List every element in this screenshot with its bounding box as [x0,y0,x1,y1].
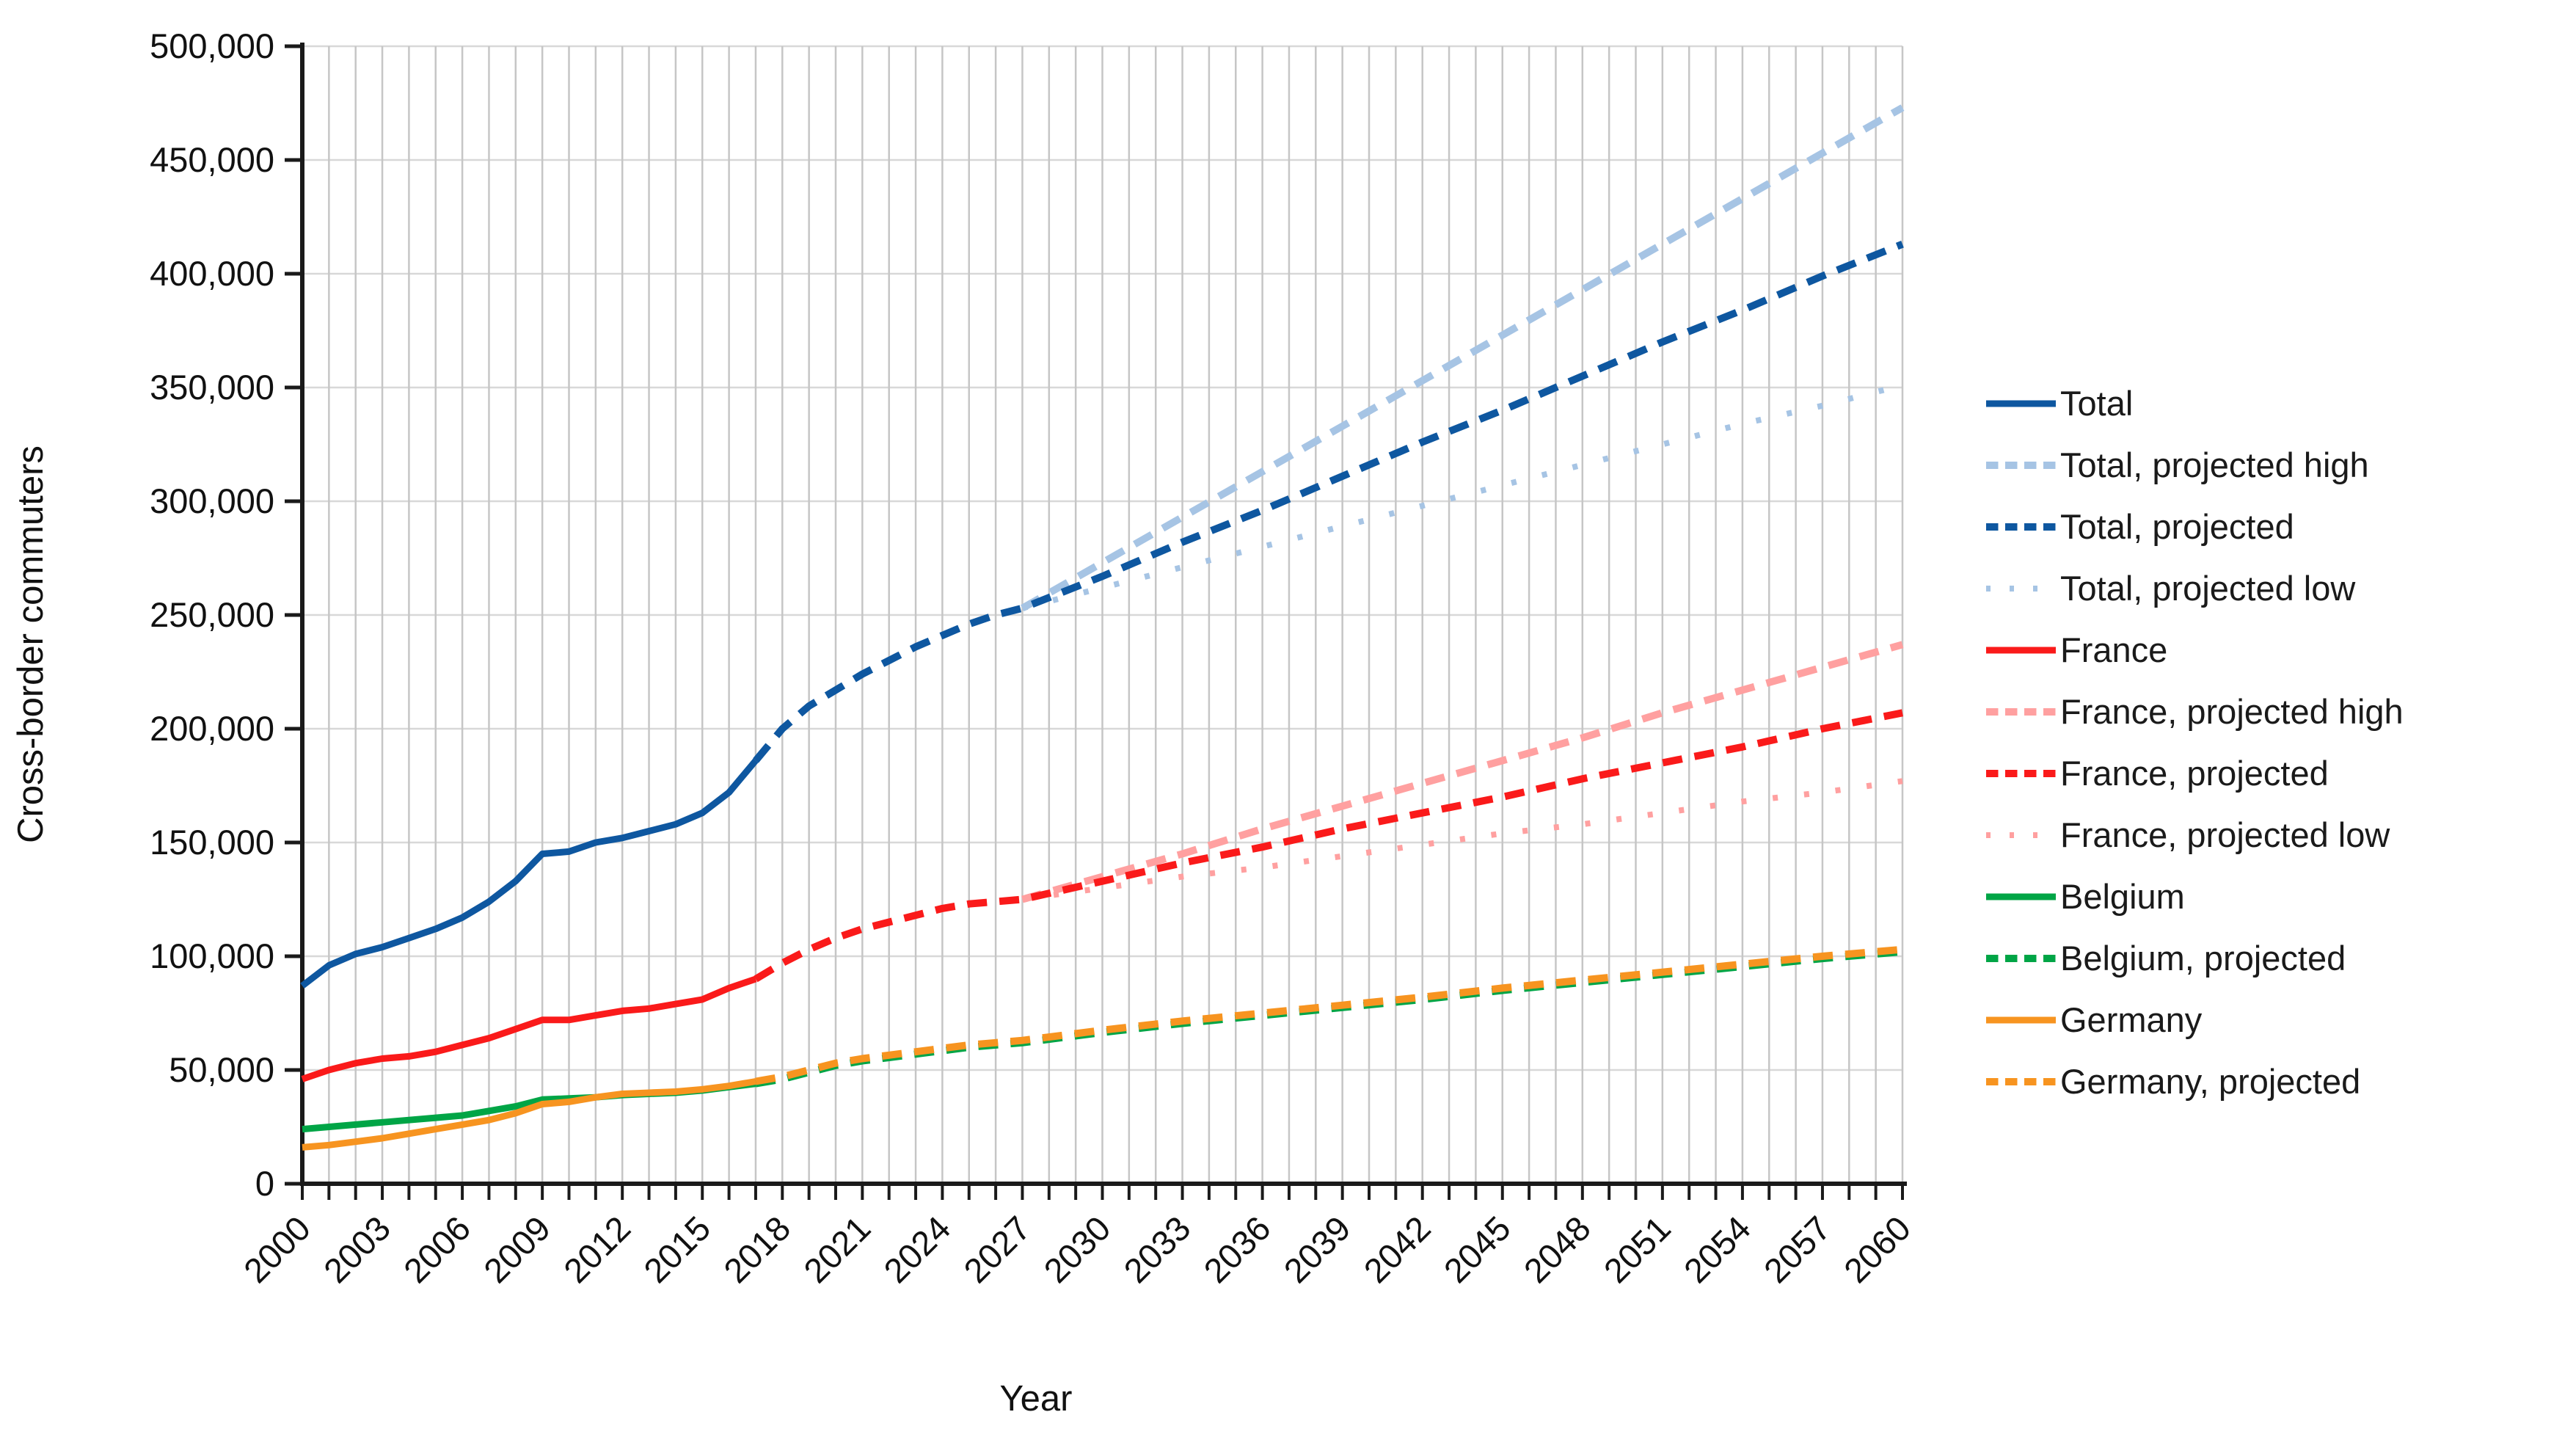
legend-label: France, projected low [2060,815,2390,854]
legend-item-total: Total [1985,386,2404,421]
svg-text:2000: 2000 [236,1209,318,1290]
legend-label: France, projected high [2060,692,2404,731]
legend-swatch-solid-line [1986,893,2056,900]
legend-label: Total [2060,384,2134,423]
legend-item-total-projected-low: Total, projected low [1985,571,2404,605]
legend-label: France, projected [2060,754,2329,793]
legend-item-france-projected-low: France, projected low [1985,818,2404,852]
svg-text:100,000: 100,000 [150,936,274,975]
x-tick-labels: 2000200320062009201220152018202120242027… [236,1184,1918,1290]
legend-swatch-solid-line [1986,647,2056,653]
vertical-gridlines [328,46,1904,1184]
svg-text:2036: 2036 [1196,1209,1277,1290]
legend-item-belgium-projected: Belgium, projected [1985,941,2404,975]
line-chart-canvas: 0 50,000 100,000 150,000 200,000 250,000 300,0… [150,26,1918,1290]
legend-label: Belgium [2060,877,2185,916]
legend-swatch-dashed-line [1986,461,2056,469]
series-line-france-projected-low [1021,778,1903,903]
legend-swatch-dashed-line [1986,707,2056,716]
series-line-germany [302,1078,756,1151]
series-line-france-projected [754,709,1903,983]
svg-text:2042: 2042 [1356,1209,1437,1290]
legend-swatch-dotted-line [1986,831,2056,838]
svg-text:2057: 2057 [1756,1209,1838,1290]
legend-item-total-projected-high: Total, projected high [1985,448,2404,482]
svg-text:450,000: 450,000 [150,140,274,179]
legend-item-france: France [1985,633,2404,667]
svg-text:2021: 2021 [796,1209,877,1290]
svg-text:2054: 2054 [1676,1209,1758,1290]
legend-label: Germany [2060,1000,2203,1039]
legend-label: Germany, projected [2060,1062,2361,1101]
svg-text:2003: 2003 [316,1209,398,1290]
x-axis-title: Year [999,1379,1073,1419]
svg-text:150,000: 150,000 [150,823,274,862]
svg-text:2033: 2033 [1116,1209,1197,1290]
svg-text:2006: 2006 [396,1209,478,1290]
svg-text:0: 0 [255,1164,274,1203]
series-line-total [300,758,759,989]
series-line-france-projected-high [1021,641,1904,903]
legend-swatch-dashed-line [1986,1077,2056,1085]
legend-label: Belgium, projected [2060,939,2346,978]
legend-item-france-projected: France, projected [1985,756,2404,790]
svg-text:2039: 2039 [1276,1209,1357,1290]
svg-text:2018: 2018 [716,1209,798,1290]
series-line-total-projected-high [1021,104,1905,612]
y-tick-labels: 0 50,000 100,000 150,000 200,000 250,000 300,0… [150,26,302,1203]
svg-text:2024: 2024 [876,1209,957,1290]
series-line-total-projected-low [1021,382,1903,611]
legend-item-germany: Germany [1985,1002,2404,1037]
series-line-belgium-projected [755,947,1903,1088]
legend-label: Total, projected high [2060,445,2369,484]
legend-label: Total, projected low [2060,569,2356,608]
legend-item-total-projected: Total, projected [1985,509,2404,544]
series-line-france [301,975,757,1082]
legend-swatch-dotted-line [1986,585,2056,592]
svg-text:500,000: 500,000 [150,26,274,65]
svg-text:2051: 2051 [1597,1209,1678,1290]
svg-text:2015: 2015 [636,1209,718,1290]
svg-text:2030: 2030 [1036,1209,1117,1290]
svg-text:50,000: 50,000 [169,1050,274,1089]
legend-swatch-dashed-line [1986,954,2056,962]
legend-swatch-dashed-line [1986,769,2056,777]
svg-text:2012: 2012 [556,1209,638,1290]
svg-text:350,000: 350,000 [150,368,274,407]
legend: Total Total, projected high Total, project… [1985,386,2404,1099]
svg-text:2045: 2045 [1436,1209,1517,1290]
svg-text:400,000: 400,000 [150,254,274,293]
svg-text:250,000: 250,000 [150,595,274,634]
svg-text:2060: 2060 [1836,1209,1918,1290]
y-axis-title: Cross-border commuters [11,445,51,843]
svg-text:200,000: 200,000 [150,709,274,748]
legend-item-germany-projected: Germany, projected [1985,1064,2404,1099]
svg-text:2009: 2009 [476,1209,558,1290]
legend-label: France [2060,630,2168,669]
svg-text:300,000: 300,000 [150,481,274,520]
svg-text:2048: 2048 [1516,1209,1597,1290]
svg-text:2027: 2027 [956,1209,1037,1290]
legend-item-belgium: Belgium [1985,879,2404,914]
legend-label: Total, projected [2060,507,2294,546]
legend-swatch-solid-line [1986,1016,2056,1023]
series-lines [300,104,1905,1151]
series-line-germany-projected [755,945,1903,1085]
series-line-total-projected [753,241,1904,763]
legend-swatch-dashed-line [1986,523,2056,531]
legend-swatch-solid-line [1986,400,2056,407]
legend-item-france-projected-high: France, projected high [1985,694,2404,729]
